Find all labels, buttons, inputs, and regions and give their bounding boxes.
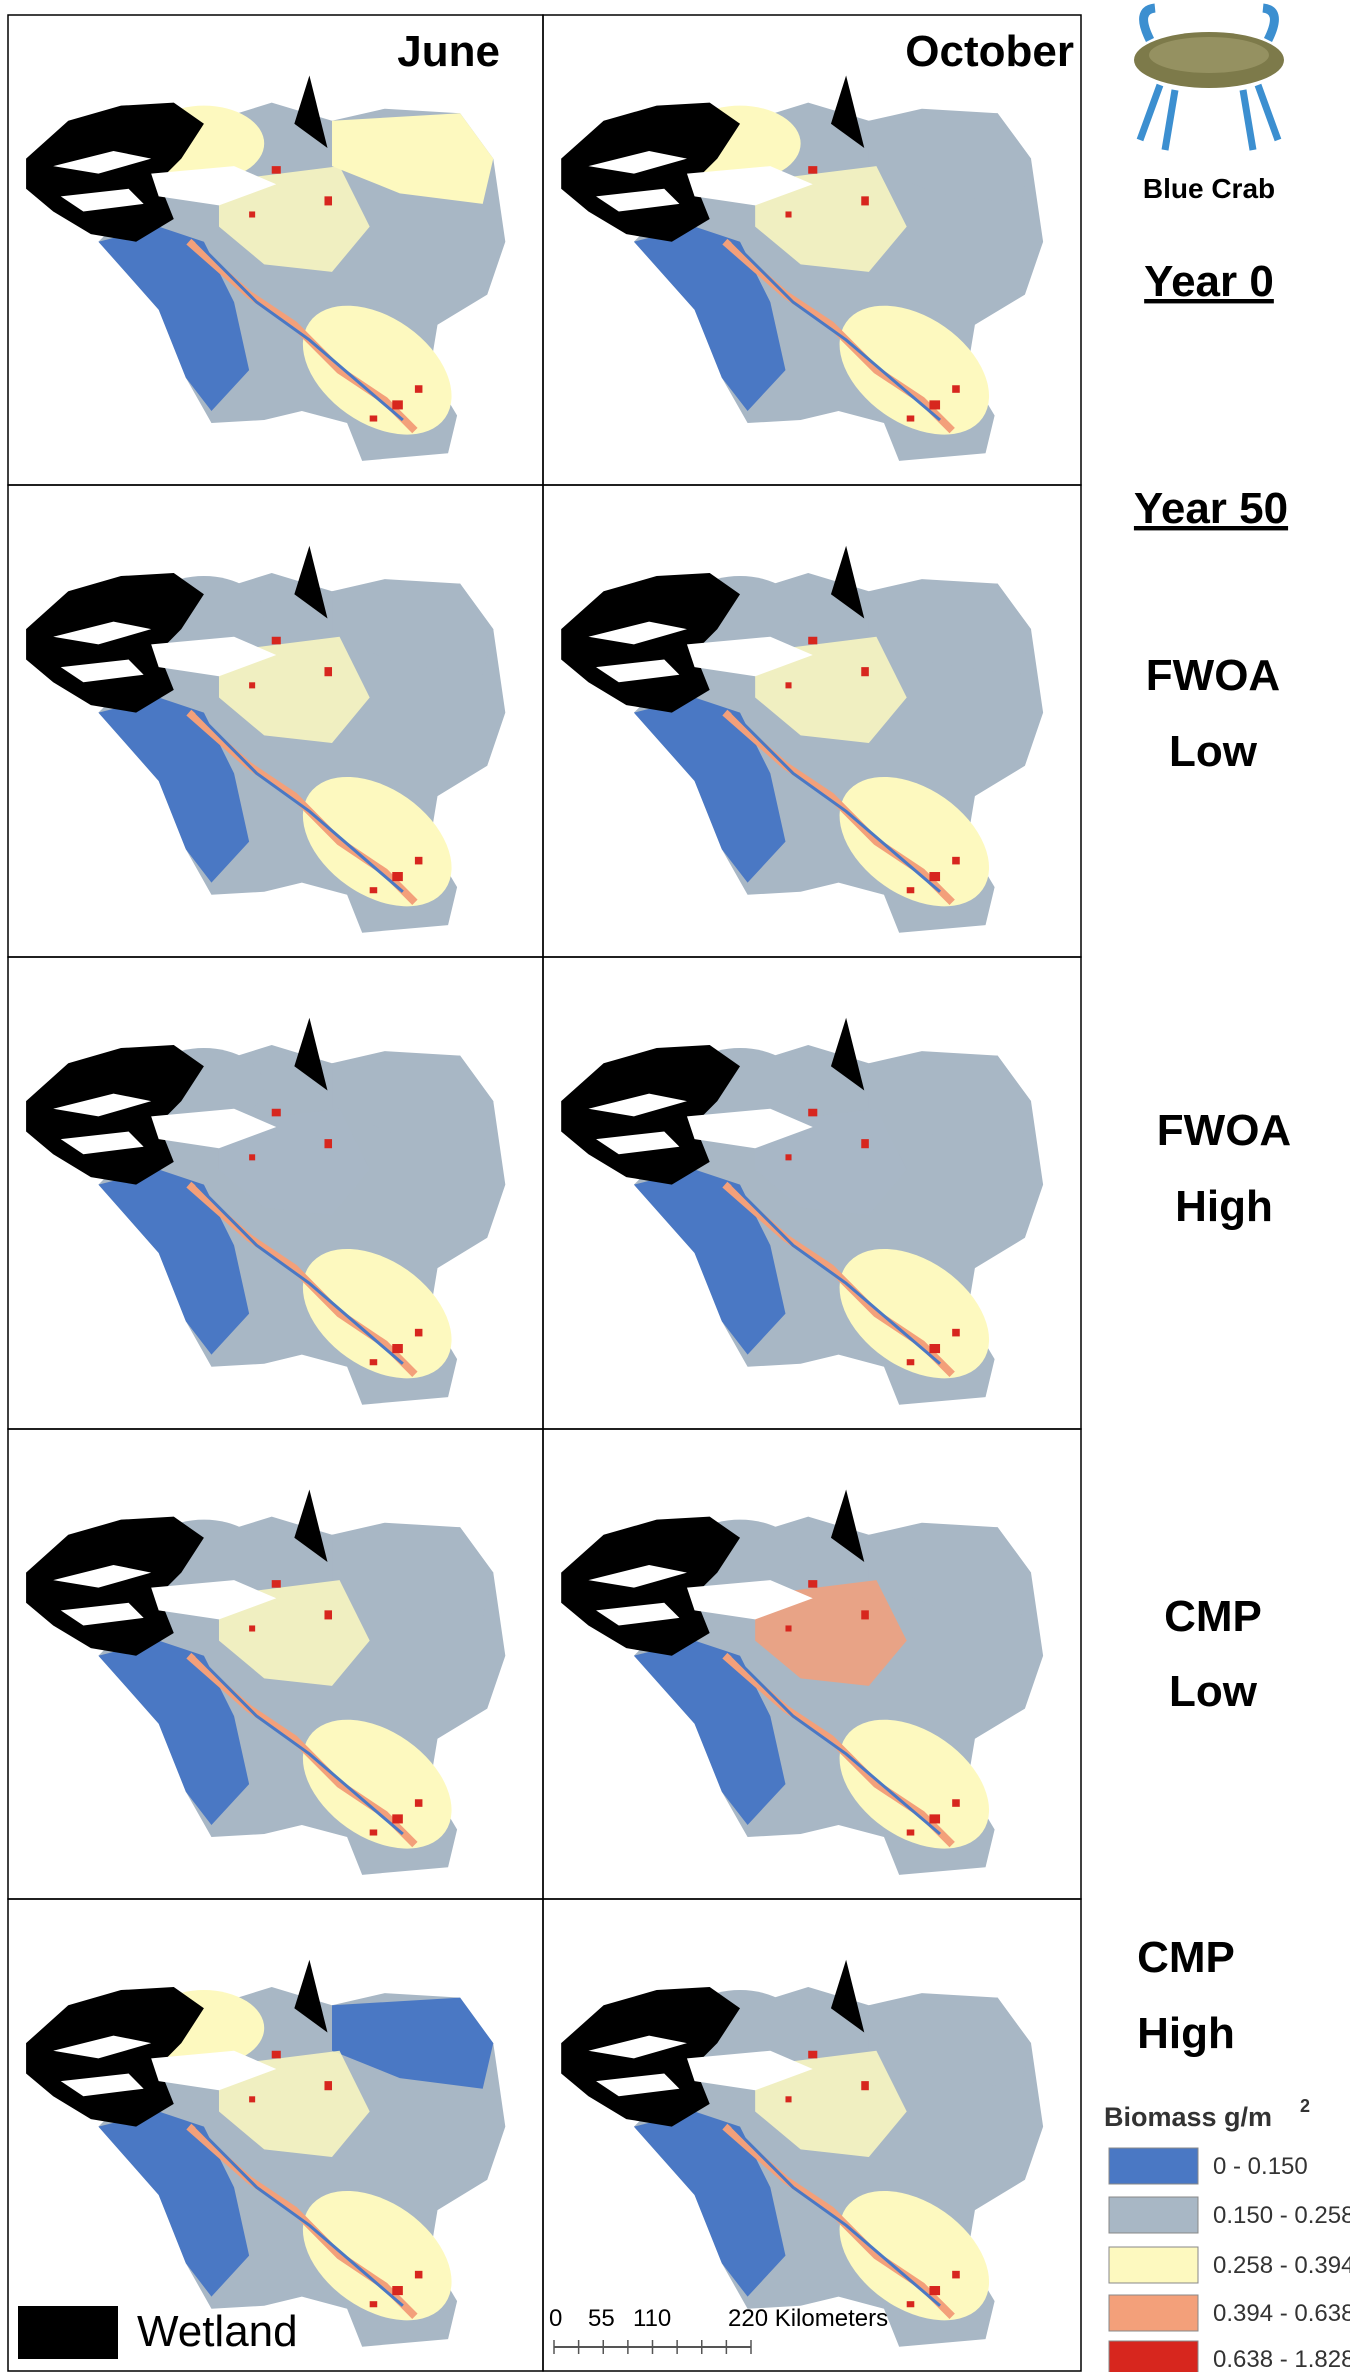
legend-swatch [1108, 2340, 1199, 2377]
row-label: Low [1169, 1667, 1258, 1716]
map [561, 75, 1043, 461]
legend-swatch [1108, 2147, 1199, 2185]
row-label: CMP [1137, 1933, 1235, 1982]
column-header: June [397, 27, 500, 76]
row-label: Year 0 [1144, 257, 1274, 306]
legend-label: 0 - 0.150 [1213, 2153, 1308, 2180]
species-label: Blue Crab [1143, 173, 1275, 204]
legend-title: Biomass g/m [1104, 2102, 1272, 2132]
map [561, 1960, 1043, 2347]
map-panel [561, 546, 1043, 933]
map [26, 75, 505, 461]
panel-border [542, 1898, 1082, 2372]
map [26, 1960, 505, 2347]
row-label: FWOA [1146, 651, 1280, 700]
wetland-swatch [18, 2306, 118, 2359]
wetland-label: Wetland [137, 2307, 298, 2356]
legend-label: 0.258 - 0.394 [1213, 2252, 1350, 2279]
year-label: Year 50 [1134, 484, 1288, 533]
row-label: High [1137, 2009, 1235, 2058]
map [26, 546, 505, 933]
map-panel [561, 1018, 1043, 1405]
map-panel [26, 1489, 505, 1875]
map [561, 1489, 1043, 1875]
map-panel [26, 1960, 505, 2347]
column-header: October [905, 27, 1074, 76]
map-panel [561, 1960, 1043, 2347]
legend-swatch [1108, 2246, 1199, 2284]
map-panel [561, 1489, 1043, 1875]
map-panel [26, 546, 505, 933]
legend-label: 0.150 - 0.258 [1213, 2202, 1350, 2229]
map-panel [561, 75, 1043, 461]
row-label: High [1175, 1182, 1273, 1231]
legend-title-sup: 2 [1300, 2096, 1310, 2116]
map [561, 546, 1043, 933]
crab-icon [1134, 3, 1284, 151]
row-label: Low [1169, 727, 1258, 776]
map [26, 1489, 505, 1875]
map [26, 1018, 505, 1405]
legend-swatch [1108, 2196, 1199, 2234]
map [561, 1018, 1043, 1405]
row-label: CMP [1164, 1592, 1262, 1641]
row-label: FWOA [1157, 1106, 1291, 1155]
legend-label: 0.394 - 0.638 [1213, 2300, 1350, 2327]
scale-label: 55 [588, 2305, 615, 2332]
legend-label: 0.638 - 1.828 [1213, 2346, 1350, 2372]
map-panel [26, 75, 505, 461]
map-panel [26, 1018, 505, 1405]
scale-label: 110 [633, 2305, 671, 2332]
legend-swatch [1108, 2294, 1199, 2332]
scale-label: 0 [549, 2305, 562, 2332]
scale-label: 220 Kilometers [728, 2305, 888, 2332]
